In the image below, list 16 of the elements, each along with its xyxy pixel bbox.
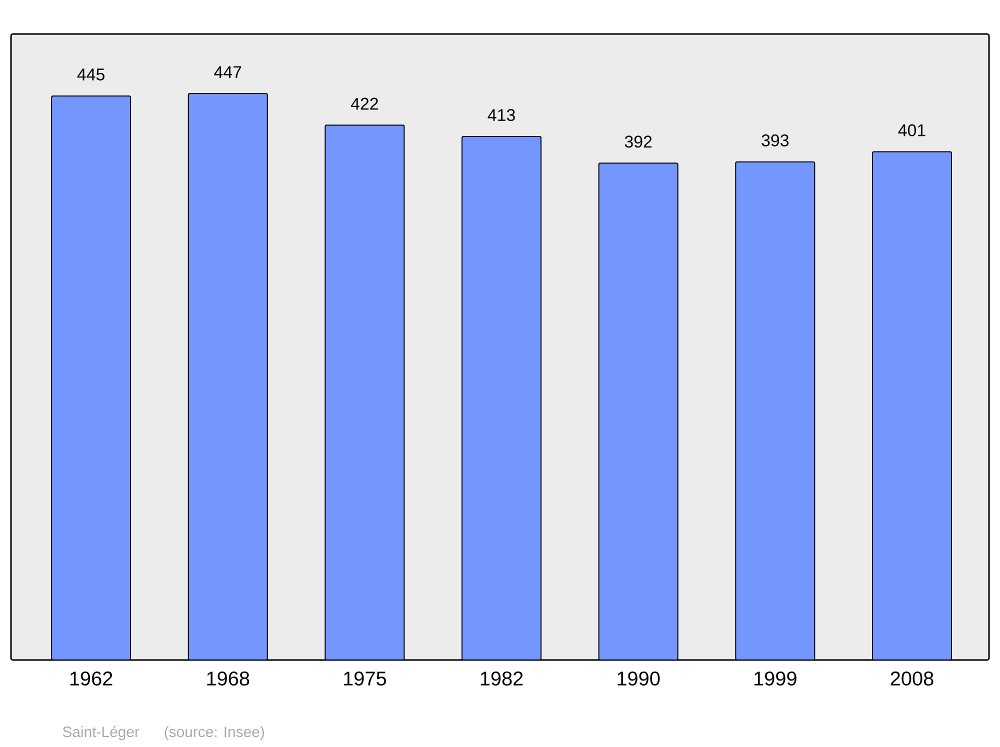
text: (source: Insee) [164, 726, 264, 740]
data-label: 393 [762, 134, 789, 146]
x-tick-label: 2008 [890, 672, 934, 686]
data-label: 445 [77, 68, 104, 80]
x-tick-label: 1982 [480, 672, 523, 686]
x-tick-label: 1999 [754, 672, 796, 686]
data-label: 422 [350, 98, 378, 110]
data-label: 401 [898, 124, 926, 136]
data-label: 413 [488, 109, 515, 122]
data-label: 447 [214, 66, 242, 78]
x-tick-label: 1962 [70, 672, 112, 686]
x-tick-label: 1975 [344, 672, 386, 686]
x-tick-label: 1968 [207, 672, 250, 686]
text: Saint-Léger [62, 726, 140, 740]
data-label: 392 [624, 136, 652, 148]
x-tick-label: 1990 [618, 672, 660, 686]
